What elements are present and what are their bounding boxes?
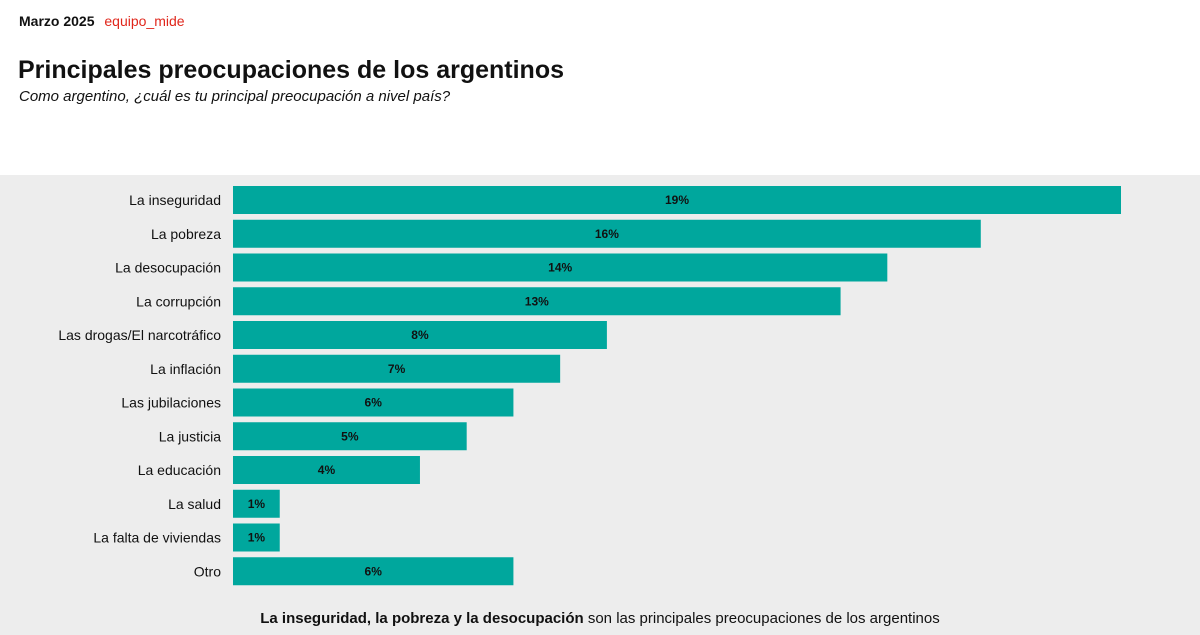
bar [233, 489, 280, 518]
footer-note: La inseguridad, la pobreza y la desocupa… [0, 610, 1200, 627]
category-label: La educación [138, 462, 221, 478]
category-label: La falta de viviendas [93, 530, 221, 546]
category-label: La justicia [159, 428, 221, 444]
bar [233, 422, 467, 451]
chart-panel [0, 175, 1200, 635]
bar [233, 253, 888, 282]
bar [233, 388, 514, 417]
bar [233, 354, 561, 383]
category-label: La salud [168, 496, 221, 512]
date-label: Marzo 2025 [19, 13, 95, 29]
footer-bold: La inseguridad, la pobreza y la desocupa… [260, 610, 584, 627]
category-label: Las jubilaciones [121, 395, 221, 411]
data-label: 19% [665, 193, 689, 207]
category-label: La pobreza [151, 226, 221, 242]
bar [233, 287, 841, 316]
category-label: Otro [194, 563, 221, 579]
data-label: 1% [248, 497, 266, 511]
data-label: 1% [248, 531, 266, 545]
data-label: 7% [388, 362, 406, 376]
data-label: 16% [595, 227, 619, 241]
chart-title: Principales preocupaciones de los argent… [18, 56, 564, 84]
brand-label: equipo_mide [104, 13, 185, 29]
category-label: La corrupción [136, 293, 221, 309]
category-label: La desocupación [115, 260, 221, 276]
header: Marzo 2025 equipo_mide [19, 13, 185, 29]
bar [233, 321, 607, 349]
bar [233, 523, 280, 552]
data-label: 13% [525, 294, 549, 308]
data-label: 6% [365, 396, 383, 410]
bar [233, 557, 514, 586]
category-label: Las drogas/El narcotráfico [58, 327, 221, 343]
category-label: La inseguridad [129, 192, 221, 208]
chart-subtitle: Como argentino, ¿cuál es tu principal pr… [19, 88, 451, 105]
footer-rest: son las principales preocupaciones de lo… [583, 610, 940, 627]
data-label: 5% [341, 429, 359, 443]
bar [233, 186, 1121, 214]
data-label: 6% [365, 564, 383, 578]
category-label: La inflación [150, 361, 221, 377]
bar [233, 219, 981, 248]
bar [233, 456, 420, 484]
data-label: 4% [318, 463, 336, 477]
data-label: 14% [548, 261, 572, 275]
data-label: 8% [411, 328, 429, 342]
